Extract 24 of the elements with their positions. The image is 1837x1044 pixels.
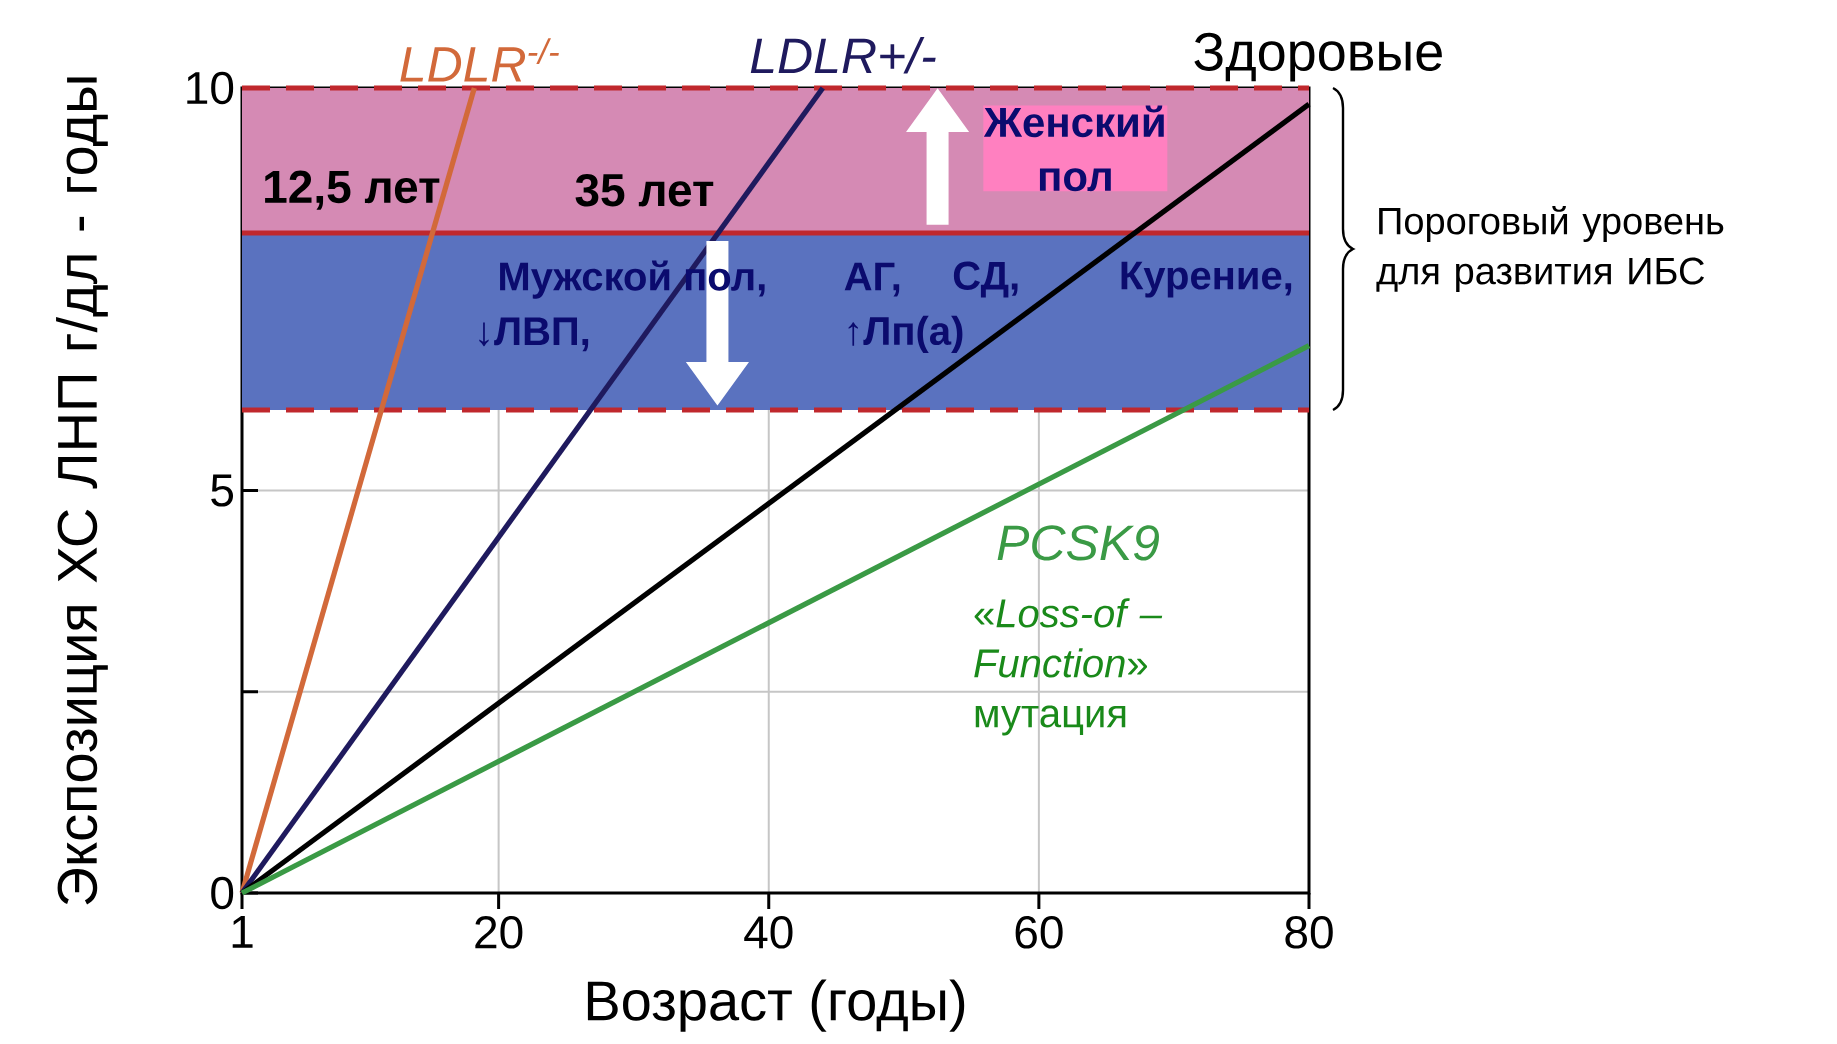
annotation: Курение,: [1121, 261, 1292, 298]
annotation: «Loss-of – Function» мутация: [974, 598, 1163, 736]
text: Пороговый уровень для развития ИБС: [1376, 205, 1724, 293]
x-tick-label: 40: [744, 916, 793, 949]
annotation: 35 лет: [575, 173, 714, 207]
y-tick-label: 10: [187, 71, 234, 105]
series-label: PCSK9: [997, 525, 1159, 561]
annotation: 12,5 лет: [265, 170, 440, 210]
annotation: ↑Лп(а): [848, 315, 963, 353]
series-label: Здоровые: [1194, 32, 1442, 82]
annotation: ↓ЛВП,: [479, 317, 589, 352]
y-tick-label: 0: [211, 876, 234, 910]
series-label: LDLR$^{-/-}$: [400, 38, 559, 82]
x-tick-label: 60: [1015, 916, 1063, 949]
x-tick-label: 20: [475, 916, 523, 949]
x-axis-title: Возраст (годы): [587, 979, 965, 1032]
y-axis-title: Экспозиция ХС ЛНП г/дл - годы: [56, 77, 108, 905]
y-tick-label: 5: [211, 474, 234, 507]
series-label: LDLR+/-: [750, 36, 936, 74]
annotation: Женский пол: [983, 105, 1164, 192]
annotation: АГ,: [844, 262, 900, 297]
x-tick-label: 80: [1285, 916, 1333, 949]
x-tick-label: 1: [232, 916, 253, 948]
annotation: СД,: [953, 261, 1018, 298]
